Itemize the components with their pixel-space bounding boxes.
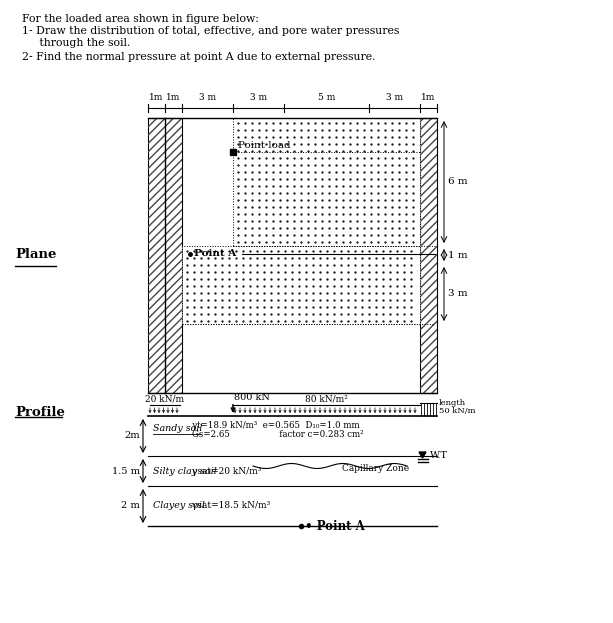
Bar — [420, 118, 437, 393]
Text: Sandy soil: Sandy soil — [153, 424, 202, 433]
Bar — [182, 246, 420, 324]
Bar — [148, 118, 182, 393]
Text: 3 m: 3 m — [448, 290, 468, 298]
Text: 2- Find the normal pressure at point A due to external pressure.: 2- Find the normal pressure at point A d… — [22, 52, 376, 62]
Text: length: length — [439, 399, 466, 407]
Text: 1m: 1m — [421, 93, 436, 102]
Text: γt=18.9 kN/m³  e=0.565  D₁₀=1.0 mm: γt=18.9 kN/m³ e=0.565 D₁₀=1.0 mm — [192, 421, 360, 430]
Text: through the soil.: through the soil. — [22, 38, 131, 48]
Text: 20 kN/m: 20 kN/m — [145, 394, 185, 403]
Text: γsat=18.5 kN/m³: γsat=18.5 kN/m³ — [192, 502, 270, 510]
Text: Point load: Point load — [238, 141, 291, 150]
Text: 80 kN/m²: 80 kN/m² — [305, 394, 348, 403]
Text: Clayey soil: Clayey soil — [153, 502, 205, 510]
Bar — [420, 118, 437, 393]
Text: 1m: 1m — [150, 93, 164, 102]
Text: 3 m: 3 m — [386, 93, 403, 102]
Text: Silty clay soil: Silty clay soil — [153, 467, 217, 475]
Text: 1.5 m: 1.5 m — [112, 467, 140, 475]
Polygon shape — [419, 452, 426, 458]
Text: 1 m: 1 m — [448, 250, 468, 260]
Text: 50 kN/m: 50 kN/m — [439, 407, 476, 415]
Text: W.T: W.T — [430, 452, 448, 460]
Text: • Point A: • Point A — [305, 520, 365, 533]
Text: Gs=2.65                  factor c=0.283 cm²: Gs=2.65 factor c=0.283 cm² — [192, 430, 364, 439]
Text: Point A: Point A — [194, 249, 236, 259]
Text: 5 m: 5 m — [318, 93, 335, 102]
Text: Profile: Profile — [15, 406, 65, 419]
Bar — [148, 118, 182, 393]
Text: Plane: Plane — [15, 249, 56, 262]
Text: 3 m: 3 m — [250, 93, 267, 102]
Text: Capillary Zone: Capillary Zone — [342, 464, 409, 473]
Text: 6 m: 6 m — [448, 178, 468, 186]
Text: 2 m: 2 m — [121, 502, 140, 510]
Bar — [233, 118, 420, 246]
Text: 2m: 2m — [124, 432, 140, 440]
Text: 800 kN: 800 kN — [234, 393, 270, 402]
Text: γsat=20 kN/m³: γsat=20 kN/m³ — [192, 467, 261, 475]
Text: 3 m: 3 m — [199, 93, 216, 102]
Text: 1- Draw the distribution of total, effective, and pore water pressures: 1- Draw the distribution of total, effec… — [22, 26, 400, 36]
Text: 1m: 1m — [166, 93, 181, 102]
Text: For the loaded area shown in figure below:: For the loaded area shown in figure belo… — [22, 14, 259, 24]
